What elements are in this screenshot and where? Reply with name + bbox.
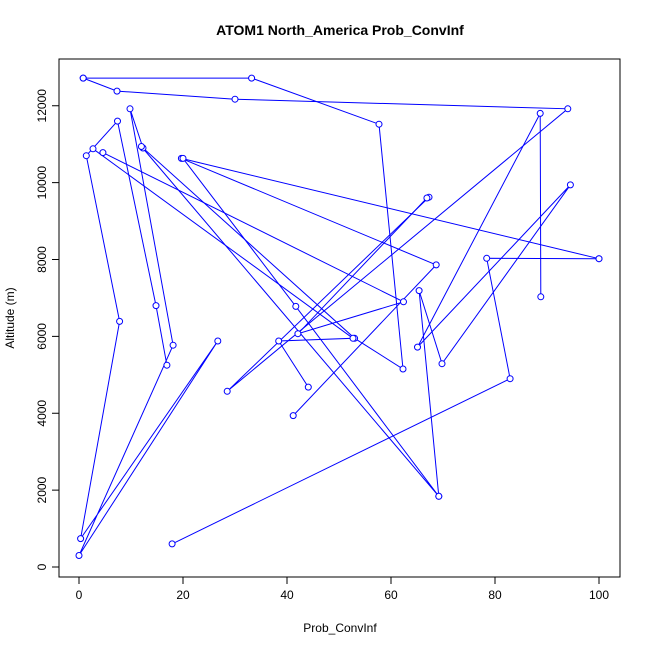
y-tick-label: 12000 <box>35 89 49 123</box>
y-tick-label: 0 <box>35 563 49 570</box>
data-point <box>432 261 440 269</box>
data-point <box>79 74 87 82</box>
data-point <box>82 152 90 160</box>
data-point <box>304 383 312 391</box>
data-point <box>168 540 176 548</box>
series-line-4 <box>171 257 600 545</box>
data-point <box>137 143 145 150</box>
data-point <box>152 302 160 310</box>
data-point <box>75 552 83 559</box>
series-line-3 <box>417 113 571 497</box>
x-tick-label: 100 <box>589 588 609 602</box>
data-point <box>179 154 187 162</box>
data-point <box>506 375 514 383</box>
data-point <box>231 95 239 103</box>
y-axis: 0 2000 4000 6000 8000 10000 12000 <box>35 89 59 570</box>
data-point <box>289 412 297 420</box>
y-tick-label: 8000 <box>35 246 49 273</box>
series-layer <box>78 77 600 556</box>
data-point <box>399 365 407 373</box>
data-point <box>275 337 283 345</box>
data-point <box>414 343 421 351</box>
data-point <box>536 109 544 117</box>
series-line-8 <box>141 146 440 497</box>
data-point <box>294 330 302 338</box>
data-point <box>423 194 431 202</box>
data-point <box>163 361 171 369</box>
data-point <box>77 535 85 543</box>
chart-title: ATOM1 North_America Prob_ConvInf <box>216 22 464 38</box>
series-line-1 <box>78 77 404 556</box>
data-point <box>483 254 491 262</box>
x-axis: 0 20 40 60 80 100 <box>76 577 609 602</box>
data-point <box>292 302 300 310</box>
data-point <box>126 105 134 113</box>
data-point <box>223 387 231 395</box>
data-point <box>89 145 97 153</box>
data-point <box>114 117 121 125</box>
data-point <box>99 149 107 157</box>
y-tick-label: 10000 <box>35 166 49 200</box>
y-tick-label: 2000 <box>35 476 49 503</box>
points-layer <box>75 74 603 559</box>
data-point <box>214 337 222 345</box>
x-tick-label: 40 <box>280 588 294 602</box>
data-point <box>113 87 121 95</box>
x-tick-label: 60 <box>384 588 398 602</box>
x-tick-label: 0 <box>76 588 83 602</box>
data-point <box>566 181 574 189</box>
data-point <box>537 293 545 301</box>
data-point <box>435 492 443 500</box>
data-point <box>595 255 603 263</box>
data-point <box>116 317 124 325</box>
data-point <box>415 287 423 295</box>
data-point <box>375 120 383 128</box>
y-tick-label: 6000 <box>35 323 49 350</box>
series-line-6 <box>92 148 355 388</box>
data-point <box>169 341 177 349</box>
y-axis-label: Altitude (m) <box>3 287 17 348</box>
y-tick-label: 4000 <box>35 400 49 427</box>
x-tick-label: 20 <box>176 588 190 602</box>
series-line-2 <box>83 77 570 392</box>
data-point <box>438 360 446 368</box>
x-axis-label: Prob_ConvInf <box>303 621 377 635</box>
data-point <box>248 74 256 82</box>
data-point <box>400 298 407 306</box>
x-tick-label: 80 <box>488 588 502 602</box>
series-line-7 <box>102 152 428 335</box>
series-line-5 <box>181 157 600 416</box>
data-point <box>349 334 357 342</box>
plot-frame <box>58 58 621 578</box>
data-point <box>564 105 572 113</box>
